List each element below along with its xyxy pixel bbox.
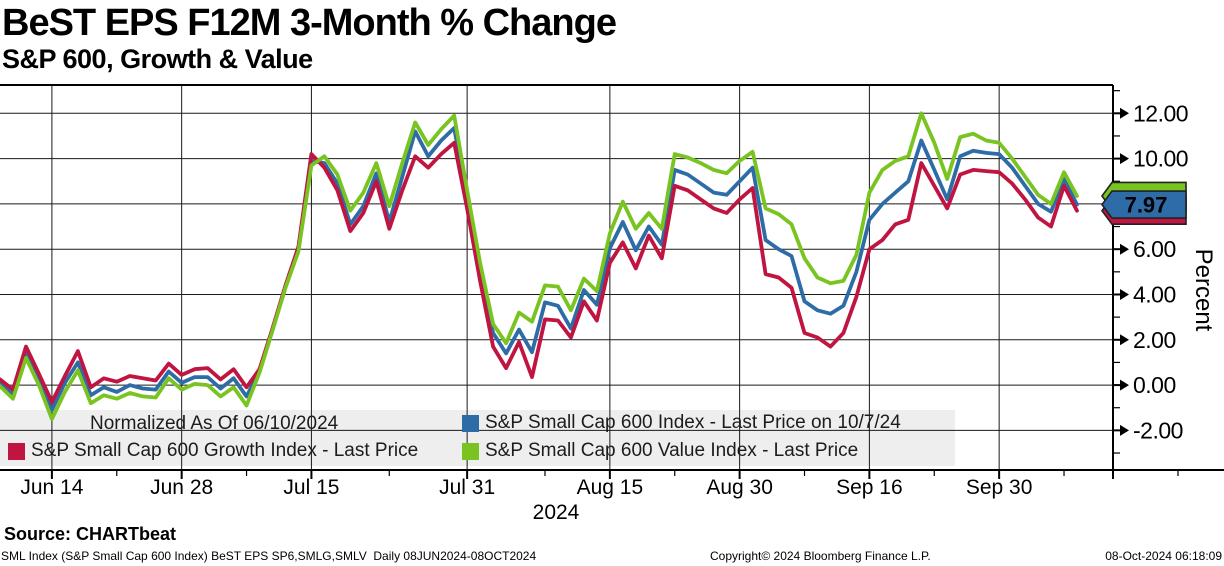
svg-text:Jul 31: Jul 31 <box>439 476 495 499</box>
svg-text:Sep 16: Sep 16 <box>836 476 903 499</box>
svg-text:Sep 30: Sep 30 <box>966 476 1033 499</box>
footer-timestamp: 08-Oct-2024 06:18:09 <box>1105 549 1222 563</box>
svg-text:10.00: 10.00 <box>1133 146 1188 172</box>
legend-item-value: S&P Small Cap 600 Value Index - Last Pri… <box>462 439 858 463</box>
legend-item-growth-label: S&P Small Cap 600 Growth Index - Last Pr… <box>31 440 419 461</box>
source-label: Source: CHARTbeat <box>4 524 177 544</box>
svg-text:Jun 28: Jun 28 <box>150 476 213 499</box>
index-series-swatch-icon <box>462 414 479 432</box>
svg-text:Aug 15: Aug 15 <box>577 476 644 499</box>
legend-item-value-label: S&P Small Cap 600 Value Index - Last Pri… <box>485 440 859 461</box>
svg-text:0.00: 0.00 <box>1133 372 1176 398</box>
svg-text:-2.00: -2.00 <box>1133 417 1183 443</box>
svg-text:7.97: 7.97 <box>1125 193 1168 218</box>
svg-text:Jul 15: Jul 15 <box>283 476 339 499</box>
svg-text:2024: 2024 <box>533 501 580 524</box>
svg-text:6.00: 6.00 <box>1133 236 1176 262</box>
chart-title: BeST EPS F12M 3-Month % Change <box>2 2 617 44</box>
svg-text:Percent: Percent <box>1190 249 1217 332</box>
legend-normalized-note: Normalized As Of 06/10/2024 <box>90 413 339 434</box>
legend-item-index-label: S&P Small Cap 600 Index - Last Price on … <box>485 412 901 433</box>
svg-text:4.00: 4.00 <box>1133 281 1176 307</box>
growth-series-swatch-icon <box>8 442 25 460</box>
value-series-swatch-icon <box>462 442 479 460</box>
chart-subtitle: S&P 600, Growth & Value <box>2 44 313 74</box>
footer-copyright: Copyright© 2024 Bloomberg Finance L.P. <box>710 549 931 563</box>
svg-text:Aug 30: Aug 30 <box>706 476 773 499</box>
svg-text:2.00: 2.00 <box>1133 327 1176 353</box>
svg-text:Jun 14: Jun 14 <box>20 476 83 499</box>
legend-item-index: S&P Small Cap 600 Index - Last Price on … <box>462 411 901 435</box>
svg-text:12.00: 12.00 <box>1133 100 1188 126</box>
legend-item-growth: S&P Small Cap 600 Growth Index - Last Pr… <box>8 439 418 463</box>
footer-ticker-info: SML Index (S&P Small Cap 600 Index) BeST… <box>1 549 537 563</box>
